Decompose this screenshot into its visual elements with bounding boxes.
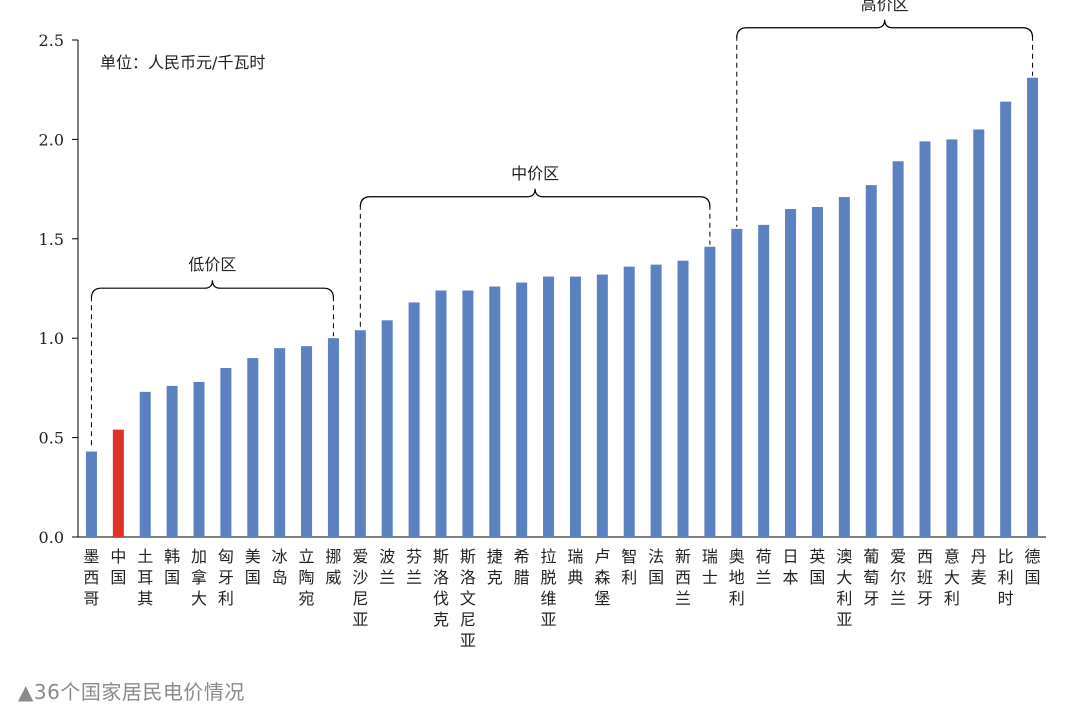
bar xyxy=(435,290,447,537)
bar xyxy=(381,320,393,537)
bar xyxy=(1000,101,1012,538)
bar xyxy=(543,276,555,537)
category-label: 比利时 xyxy=(998,547,1014,608)
category-label: 美国 xyxy=(245,547,261,587)
y-tick-label: 2.5 xyxy=(39,31,64,50)
bar xyxy=(301,346,313,537)
price-zone-annotations: 低价区 中价区 高价区 xyxy=(90,0,1034,450)
category-label: 丹麦 xyxy=(971,547,987,587)
bar xyxy=(704,246,716,537)
bar xyxy=(85,451,97,537)
category-label: 新西兰 xyxy=(675,547,691,608)
category-label: 瑞典 xyxy=(567,547,583,587)
bar xyxy=(516,282,528,537)
category-label: 智利 xyxy=(621,547,637,587)
bar xyxy=(462,290,474,537)
bar xyxy=(785,208,797,538)
group-label: 低价区 xyxy=(188,255,236,274)
group-label: 中价区 xyxy=(511,164,559,183)
bar xyxy=(166,385,178,537)
category-label: 爱尔兰 xyxy=(890,547,906,608)
category-label: 芬兰 xyxy=(406,547,422,587)
y-tick-label: 0.0 xyxy=(39,528,64,547)
category-label: 奥地利 xyxy=(729,547,745,608)
bar xyxy=(354,330,366,537)
bar xyxy=(838,197,850,537)
group-brace xyxy=(90,280,335,299)
bar xyxy=(1027,77,1039,537)
category-label: 德国 xyxy=(1025,547,1041,587)
bar-chart: 0.0 0.5 1.0 1.5 2.0 2.5 墨西哥中国土耳其韩国加拿大匈牙利美国冰岛立… xyxy=(39,0,1046,650)
category-label: 匈牙利 xyxy=(218,547,234,608)
y-tick-label: 1.0 xyxy=(39,329,64,348)
category-label: 拉脱维亚 xyxy=(541,547,557,629)
category-label: 波兰 xyxy=(379,547,395,587)
bars xyxy=(85,77,1039,538)
category-label: 土耳其 xyxy=(137,547,153,608)
y-tick-label: 0.5 xyxy=(39,429,64,448)
bar xyxy=(327,338,339,537)
category-label: 日本 xyxy=(783,547,799,587)
bar xyxy=(865,185,877,537)
category-label: 斯洛伐克 xyxy=(433,547,449,629)
figure-caption: ▲36个国家居民电价情况 xyxy=(18,680,245,704)
group-brace xyxy=(359,188,711,207)
category-label: 荷兰 xyxy=(756,547,772,587)
category-label: 立陶宛 xyxy=(299,547,315,608)
category-label: 希腊 xyxy=(514,547,530,587)
bar xyxy=(489,286,501,537)
category-label: 斯洛文尼亚 xyxy=(460,547,476,650)
category-label: 英国 xyxy=(809,547,825,587)
category-label: 韩国 xyxy=(164,547,180,587)
bar xyxy=(919,141,931,537)
bar xyxy=(408,302,420,537)
bar xyxy=(247,358,259,537)
bar xyxy=(731,228,743,538)
category-label: 加拿大 xyxy=(191,547,207,608)
y-tick-label: 2.0 xyxy=(39,130,64,149)
category-label: 瑞士 xyxy=(702,547,718,587)
bar xyxy=(892,161,904,537)
bar xyxy=(193,381,205,537)
category-label: 西班牙 xyxy=(917,547,933,608)
bar xyxy=(220,368,232,537)
category-label: 澳大利亚 xyxy=(836,547,852,629)
bar xyxy=(650,264,662,537)
bar xyxy=(274,348,286,537)
group-brace xyxy=(736,19,1034,38)
category-label: 卢森堡 xyxy=(594,547,610,608)
bar xyxy=(946,139,958,537)
bar xyxy=(569,276,581,537)
unit-note: 单位：人民币元/千瓦时 xyxy=(100,53,265,72)
category-label: 葡萄牙 xyxy=(863,547,879,608)
category-label: 挪威 xyxy=(325,547,341,587)
bar xyxy=(973,129,985,537)
y-axis: 0.0 0.5 1.0 1.5 2.0 2.5 xyxy=(39,31,1046,547)
bar xyxy=(112,429,124,537)
category-label: 中国 xyxy=(110,547,126,587)
bar xyxy=(677,260,689,537)
bar xyxy=(139,391,151,537)
bar xyxy=(596,274,608,537)
category-label: 捷克 xyxy=(487,547,503,587)
bar xyxy=(811,206,823,537)
category-label: 法国 xyxy=(648,547,664,587)
category-labels: 墨西哥中国土耳其韩国加拿大匈牙利美国冰岛立陶宛挪威爱沙尼亚波兰芬兰斯洛伐克斯洛文… xyxy=(83,547,1040,650)
category-label: 墨西哥 xyxy=(83,547,99,608)
category-label: 爱沙尼亚 xyxy=(352,547,368,629)
y-tick-label: 1.5 xyxy=(39,230,64,249)
group-label: 高价区 xyxy=(861,0,909,14)
bar xyxy=(623,266,635,537)
bar xyxy=(758,224,770,537)
category-label: 意大利 xyxy=(944,547,960,608)
category-label: 冰岛 xyxy=(272,547,288,587)
